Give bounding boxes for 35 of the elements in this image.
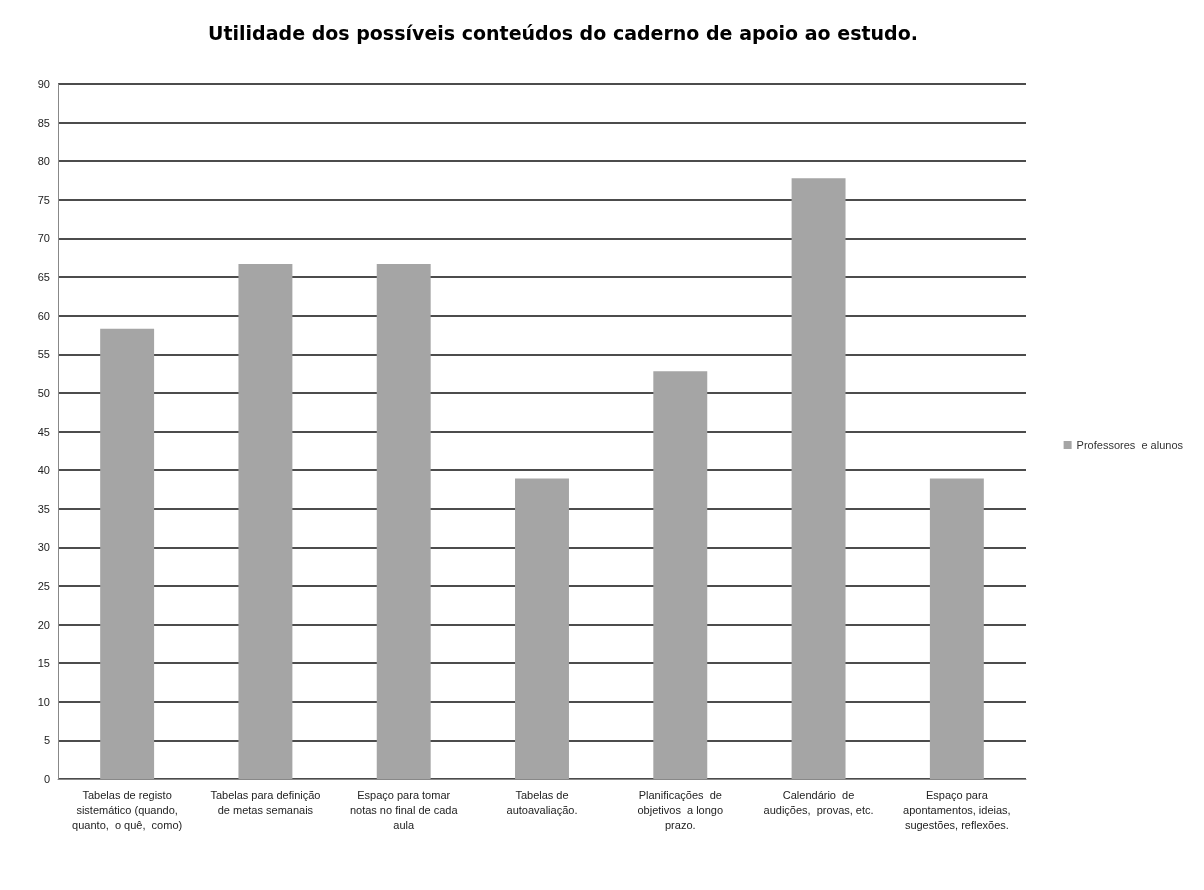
legend-label: Professores e alunos — [1076, 439, 1184, 451]
y-tick-label: 90 — [37, 78, 50, 90]
y-tick-label: 15 — [37, 657, 50, 670]
x-tick-label: Tabelas de registo sistemático (quando, quanto, o quê, como) — [72, 788, 183, 831]
bar — [791, 178, 846, 779]
bar — [238, 263, 293, 779]
y-tick-label: 0 — [43, 773, 50, 785]
x-tick-label: Planificações de objetivos a longo prazo. — [637, 788, 724, 831]
bar — [100, 328, 155, 779]
chart-title: Utilidade dos possíveis conteúdos do caderno de apoio ao estudo. — [208, 21, 918, 44]
y-tick-label: 40 — [37, 464, 50, 477]
y-tick-label: 55 — [37, 348, 50, 361]
bar — [515, 478, 569, 779]
bar — [929, 478, 984, 779]
y-tick-label: 85 — [37, 116, 50, 129]
y-tick-label: 25 — [37, 579, 50, 592]
y-tick-label: 60 — [37, 309, 50, 322]
x-tick-label: Calendário de audições, provas, etc. — [763, 788, 874, 816]
bar — [376, 263, 431, 779]
y-tick-label: 10 — [37, 695, 50, 708]
y-tick-label: 80 — [37, 155, 50, 168]
y-tick-label: 45 — [37, 425, 50, 438]
y-tick-label: 50 — [37, 386, 50, 399]
bar — [653, 371, 708, 779]
y-tick-label: 75 — [37, 193, 50, 206]
x-tick-label: Espaço para tomar notas no final de cada aula — [349, 788, 459, 831]
y-tick-label: 35 — [37, 502, 50, 515]
x-tick-label: Tabelas de autoavaliação. — [506, 788, 578, 816]
x-tick-label: Tabelas para definição de metas semanais — [210, 788, 321, 816]
y-tick-label: 30 — [37, 541, 50, 554]
y-tick-label: 65 — [37, 271, 50, 284]
y-tick-label: 70 — [37, 232, 50, 245]
y-tick-label: 20 — [37, 618, 50, 631]
y-tick-label: 5 — [43, 734, 50, 747]
x-tick-label: Espaço para apontamentos, ideias, sugestões, reflexões. — [903, 788, 1011, 831]
